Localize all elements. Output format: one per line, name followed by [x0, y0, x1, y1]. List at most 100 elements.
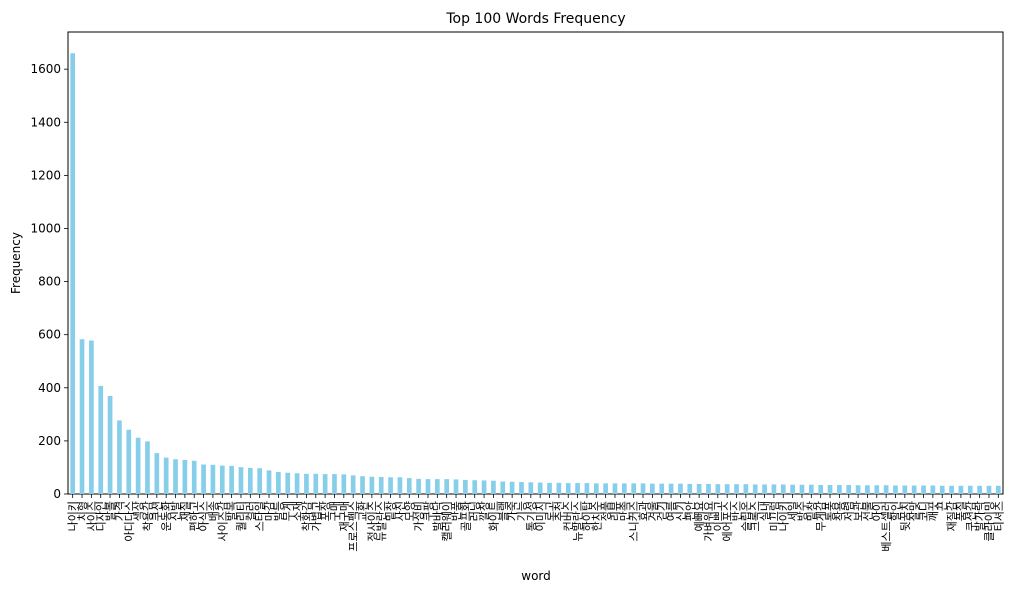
y-tick-label: 0: [53, 487, 61, 501]
x-tick-label: 소재: [291, 501, 304, 521]
x-tick-label: 여름: [665, 501, 678, 521]
bar: [369, 476, 375, 494]
bar: [397, 477, 403, 494]
x-tick-label: 재구매: [338, 501, 351, 531]
x-tick-label: 뒷꿈치: [899, 501, 912, 531]
bar: [70, 53, 76, 495]
x-tick-label: 끈: [936, 501, 949, 511]
x-tick-label: 발등: [272, 501, 285, 521]
y-tick-label: 800: [38, 275, 61, 289]
x-tick-label: 깔창: [477, 501, 491, 521]
x-tick-label: 가성비: [413, 501, 426, 531]
x-tick-label: 에어포스: [721, 501, 734, 541]
bar: [126, 429, 132, 494]
x-tick-label: 포장: [319, 501, 332, 521]
bar: [210, 464, 216, 494]
x-tick-label: 스타일: [253, 501, 267, 531]
bar: [463, 479, 468, 494]
bar: [808, 484, 814, 494]
x-tick-label: 마감: [263, 501, 276, 521]
bar: [145, 441, 150, 494]
bar: [360, 476, 365, 494]
x-tick-label: 아디다스: [123, 501, 136, 541]
x-tick-label: 교환: [357, 501, 370, 521]
bar: [921, 485, 926, 494]
bar: [818, 484, 824, 494]
x-tick-label: 선물: [861, 501, 874, 521]
bar: [893, 485, 898, 494]
bar: [939, 485, 945, 494]
x-tick-label: 블랙: [497, 501, 510, 521]
bar: [285, 472, 291, 494]
x-tick-label: 정품: [600, 501, 613, 521]
y-tick-label: 200: [38, 434, 61, 448]
x-tick-label: 이미지: [534, 501, 547, 531]
bar: [332, 474, 337, 494]
x-tick-label: 사진: [394, 501, 407, 521]
x-tick-label: 리뷰: [609, 501, 622, 521]
y-tick-label: 1600: [30, 62, 61, 76]
x-tick-label: 잘맞: [908, 501, 921, 521]
bar: [967, 485, 973, 494]
x-tick-label: 배송: [207, 501, 220, 521]
x-tick-label: 방수: [796, 501, 809, 521]
bar: [799, 484, 805, 494]
x-tick-label: 깨끗: [927, 501, 940, 521]
bar: [304, 473, 309, 494]
x-tick-label: 착용: [833, 501, 846, 521]
bar: [603, 483, 608, 494]
x-tick-label: 클라이밍: [983, 501, 996, 541]
bar: [500, 481, 506, 494]
bar: [509, 481, 515, 494]
x-tick-label: 한치수: [590, 501, 603, 531]
x-tick-label: 스니커즈: [628, 501, 641, 541]
x-tick-label: 베스트셀러: [880, 501, 893, 552]
bar: [294, 473, 300, 494]
x-tick-label: 티셔츠: [992, 501, 1005, 531]
bar: [846, 484, 852, 494]
y-tick-label: 1400: [30, 115, 61, 129]
bar: [547, 482, 552, 494]
bar: [986, 485, 992, 494]
x-tick-label: 겨울: [646, 501, 659, 521]
bar: [341, 474, 347, 494]
bar: [593, 483, 599, 494]
x-tick-label: 미끄럼: [768, 501, 781, 531]
bar: [313, 473, 319, 494]
bar: [388, 477, 393, 494]
bar: [837, 484, 842, 494]
x-tick-label: 쿠팡: [422, 501, 435, 521]
bar: [556, 482, 562, 494]
x-tick-label: 효과: [637, 501, 650, 521]
bar: [135, 437, 141, 494]
x-tick-label: 기능: [515, 501, 528, 521]
x-tick-label: 가볍고: [310, 501, 323, 531]
bar: [650, 483, 655, 494]
bar: [481, 480, 487, 494]
bar: [453, 479, 459, 494]
bar: [883, 485, 889, 494]
bar: [696, 483, 702, 494]
x-tick-label: 나이키: [777, 501, 790, 531]
x-tick-label: 착용감: [141, 501, 154, 531]
x-tick-label: 나이키: [67, 501, 80, 531]
bar: [79, 339, 85, 494]
x-tick-label: 로고: [544, 501, 557, 521]
bar: [621, 483, 627, 494]
x-tick-label: 재질감: [946, 501, 959, 531]
x-tick-label: 가격: [113, 501, 126, 521]
bar: [575, 483, 580, 494]
x-tick-label: 발가락: [974, 501, 987, 531]
bar: [238, 467, 244, 494]
x-tick-label: 재질: [179, 501, 192, 521]
bar: [977, 485, 982, 494]
x-tick-label: 반스: [731, 501, 744, 521]
bar: [659, 483, 665, 494]
x-tick-label: 신발: [170, 501, 183, 521]
bar: [865, 485, 870, 494]
bar: [229, 465, 234, 494]
y-tick-label: 600: [38, 328, 61, 342]
bar: [715, 484, 721, 494]
x-axis-label: word: [521, 569, 551, 583]
